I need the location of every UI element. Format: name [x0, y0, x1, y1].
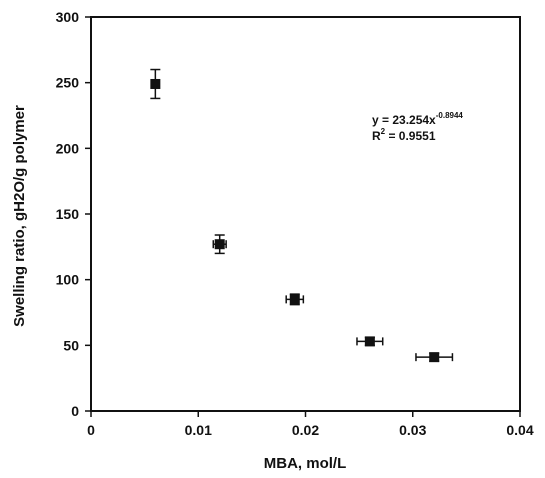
- y-tick-label: 250: [56, 75, 80, 91]
- data-point-group: [285, 293, 305, 306]
- equation-prefix: y = 23.254x: [372, 113, 436, 127]
- r-squared-exponent: 2: [381, 127, 386, 136]
- data-point-group: [356, 336, 384, 347]
- x-tick-label: 0.01: [185, 422, 212, 438]
- x-tick-label: 0.04: [506, 422, 533, 438]
- data-point: [289, 294, 300, 305]
- y-tick-label: 300: [56, 9, 80, 25]
- y-tick-label: 100: [56, 272, 80, 288]
- data-point-group: [150, 68, 161, 100]
- y-tick-label: 0: [71, 403, 79, 419]
- data-points: [150, 68, 454, 363]
- y-axis-ticks: 0 50 100 150 200 250 300: [56, 9, 91, 419]
- data-point: [214, 239, 225, 250]
- y-axis-title: Swelling ratio, gH2O/g polymer: [11, 105, 28, 327]
- data-point: [150, 78, 161, 89]
- r-squared-value: = 0.9551: [385, 129, 436, 143]
- x-axis-ticks: 0 0.01 0.02 0.03 0.04: [87, 411, 534, 438]
- y-tick-label: 200: [56, 140, 80, 156]
- y-tick-label: 50: [63, 337, 79, 353]
- x-tick-label: 0.02: [292, 422, 319, 438]
- r-squared-prefix: R: [372, 129, 381, 143]
- equation-exponent: -0.8944: [436, 111, 464, 120]
- equation-label: y = 23.254x-0.8944: [372, 111, 463, 127]
- y-tick-label: 150: [56, 206, 80, 222]
- data-point-group: [415, 352, 454, 363]
- r-squared-label: R2 = 0.9551: [372, 127, 436, 143]
- data-point: [429, 352, 440, 363]
- x-axis-title: MBA, mol/L: [264, 455, 347, 472]
- x-tick-label: 0: [87, 422, 95, 438]
- data-point: [364, 336, 375, 347]
- data-point-group: [212, 234, 227, 255]
- x-tick-label: 0.03: [399, 422, 426, 438]
